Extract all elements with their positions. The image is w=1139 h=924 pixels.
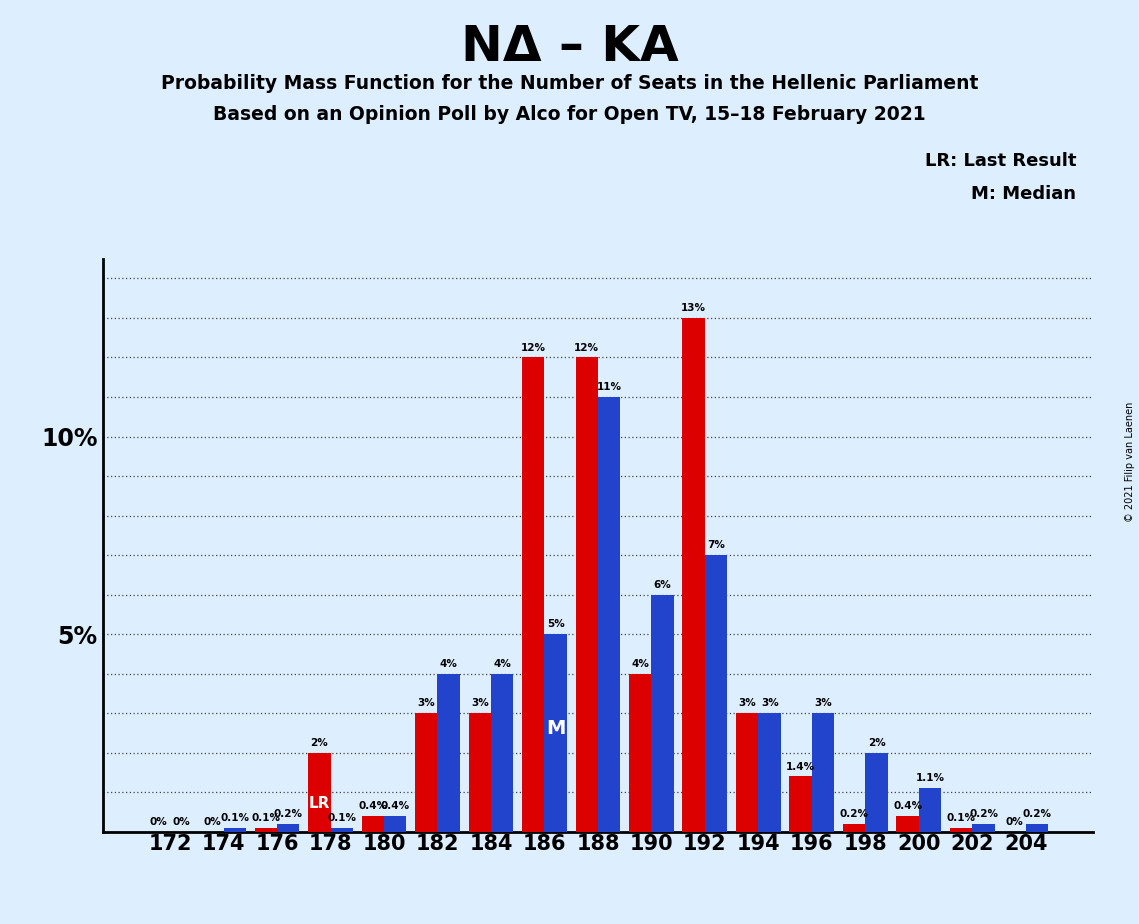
Text: Based on an Opinion Poll by Alco for Open TV, 15–18 February 2021: Based on an Opinion Poll by Alco for Ope… <box>213 105 926 125</box>
Bar <box>522 358 544 832</box>
Bar <box>277 823 300 832</box>
Bar <box>223 828 246 832</box>
Bar <box>896 816 919 832</box>
Text: 1.1%: 1.1% <box>916 773 944 784</box>
Bar <box>361 816 384 832</box>
Text: 0.2%: 0.2% <box>273 808 303 819</box>
Text: 0%: 0% <box>204 817 221 827</box>
Text: 12%: 12% <box>574 343 599 353</box>
Bar <box>705 555 728 832</box>
Bar <box>437 674 460 832</box>
Text: 0%: 0% <box>172 817 190 827</box>
Text: 2%: 2% <box>311 738 328 748</box>
Bar <box>468 713 491 832</box>
Text: 0.1%: 0.1% <box>220 813 249 823</box>
Text: 5%: 5% <box>547 619 565 629</box>
Text: 3%: 3% <box>814 699 833 709</box>
Text: 0.4%: 0.4% <box>380 801 410 811</box>
Text: 0.2%: 0.2% <box>1023 808 1051 819</box>
Text: 0.4%: 0.4% <box>893 801 923 811</box>
Text: 11%: 11% <box>597 383 622 393</box>
Text: 0.2%: 0.2% <box>969 808 998 819</box>
Bar <box>759 713 781 832</box>
Bar <box>415 713 437 832</box>
Bar <box>973 823 994 832</box>
Bar <box>682 318 705 832</box>
Bar <box>843 823 866 832</box>
Bar <box>919 788 942 832</box>
Text: 2%: 2% <box>868 738 885 748</box>
Text: 6%: 6% <box>654 579 672 590</box>
Bar <box>866 752 888 832</box>
Bar <box>812 713 835 832</box>
Text: M: Median: M: Median <box>972 185 1076 202</box>
Text: 0%: 0% <box>1006 817 1024 827</box>
Text: 0.1%: 0.1% <box>327 813 357 823</box>
Bar <box>384 816 407 832</box>
Text: 3%: 3% <box>417 699 435 709</box>
Text: 0.2%: 0.2% <box>839 808 869 819</box>
Text: 0.1%: 0.1% <box>252 813 280 823</box>
Text: LR: Last Result: LR: Last Result <box>925 152 1076 170</box>
Bar <box>308 752 330 832</box>
Text: 3%: 3% <box>738 699 756 709</box>
Text: 1.4%: 1.4% <box>786 761 816 772</box>
Text: 7%: 7% <box>707 541 726 551</box>
Text: 0.4%: 0.4% <box>358 801 387 811</box>
Bar <box>736 713 759 832</box>
Text: 3%: 3% <box>761 699 779 709</box>
Text: NΔ – KA: NΔ – KA <box>460 23 679 71</box>
Text: 13%: 13% <box>681 303 706 313</box>
Text: 4%: 4% <box>493 659 511 669</box>
Bar <box>575 358 598 832</box>
Text: 4%: 4% <box>631 659 649 669</box>
Bar <box>254 828 277 832</box>
Text: M: M <box>546 720 565 738</box>
Bar <box>629 674 652 832</box>
Text: LR: LR <box>309 796 330 811</box>
Bar <box>950 828 973 832</box>
Text: 3%: 3% <box>470 699 489 709</box>
Text: Probability Mass Function for the Number of Seats in the Hellenic Parliament: Probability Mass Function for the Number… <box>161 74 978 93</box>
Bar <box>330 828 353 832</box>
Bar <box>544 634 567 832</box>
Bar <box>598 397 621 832</box>
Text: 0.1%: 0.1% <box>947 813 976 823</box>
Text: 0%: 0% <box>150 817 167 827</box>
Text: 4%: 4% <box>440 659 458 669</box>
Bar <box>1026 823 1048 832</box>
Bar <box>491 674 514 832</box>
Text: 12%: 12% <box>521 343 546 353</box>
Bar <box>652 594 674 832</box>
Text: © 2021 Filip van Laenen: © 2021 Filip van Laenen <box>1125 402 1134 522</box>
Bar <box>789 776 812 832</box>
